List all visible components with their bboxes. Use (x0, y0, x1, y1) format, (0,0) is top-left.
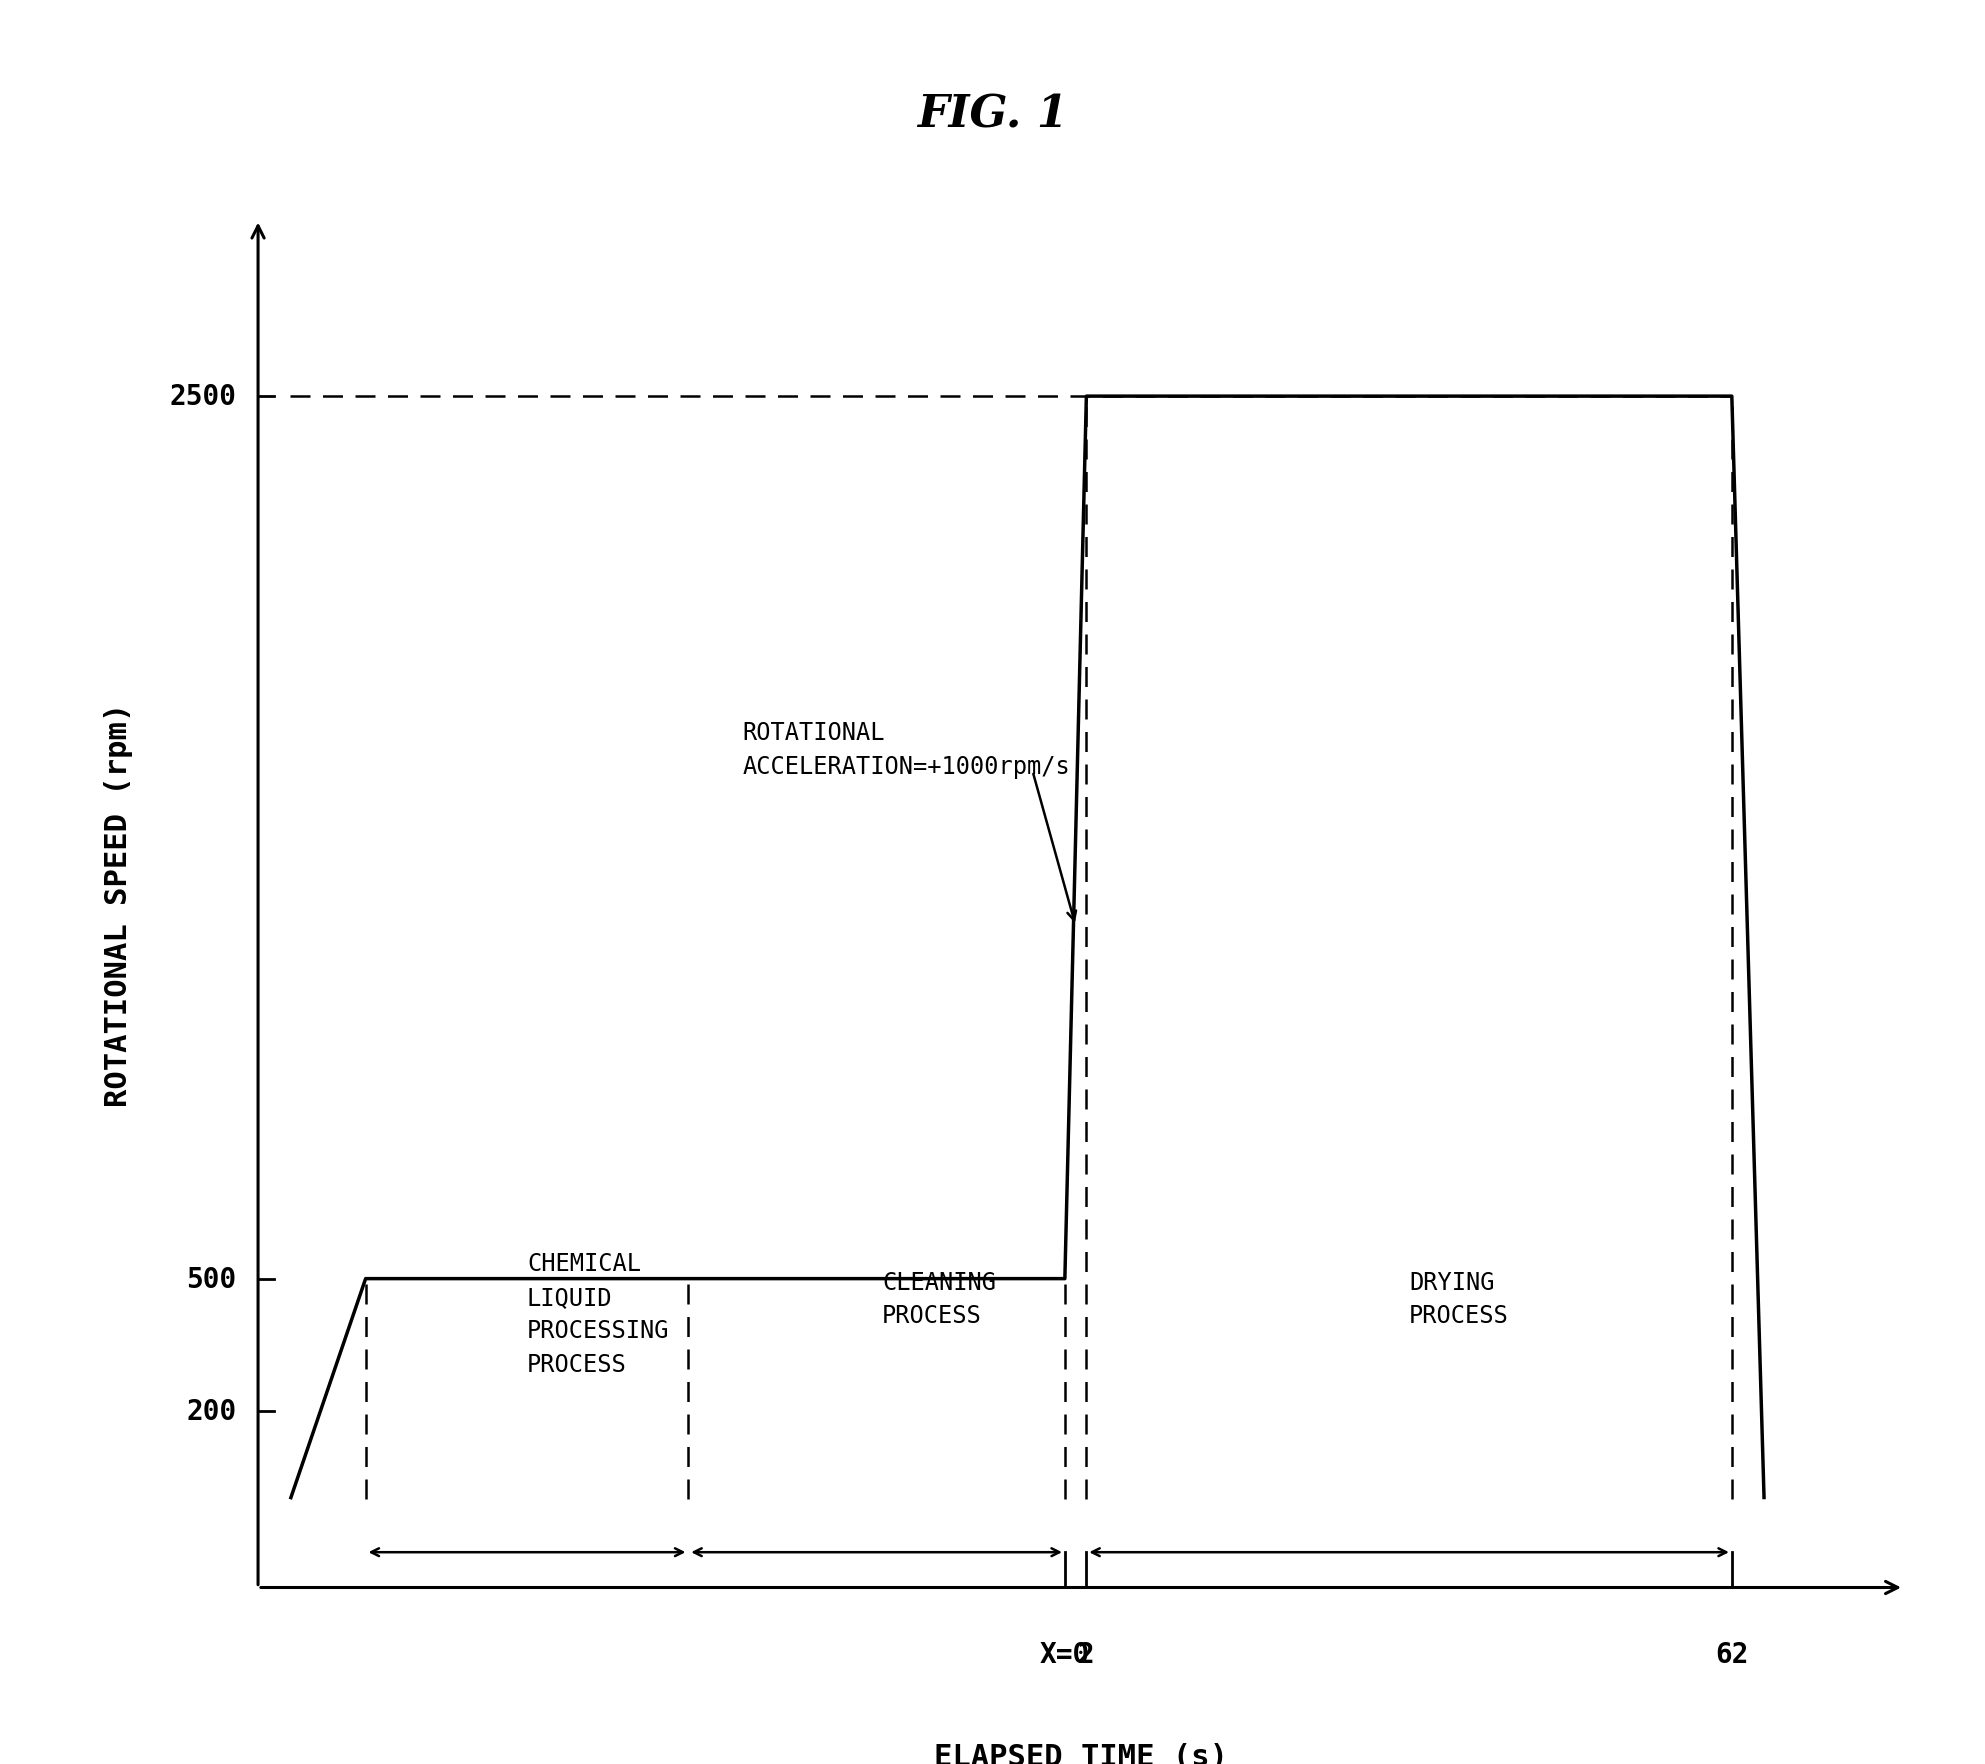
Text: ROTATIONAL
ACCELERATION=+1000rpm/s: ROTATIONAL ACCELERATION=+1000rpm/s (742, 721, 1070, 778)
Text: FIG. 1: FIG. 1 (917, 93, 1068, 136)
Text: ROTATIONAL SPEED (rpm): ROTATIONAL SPEED (rpm) (103, 702, 133, 1106)
Text: CLEANING
PROCESS: CLEANING PROCESS (881, 1270, 996, 1327)
Text: 62: 62 (1715, 1641, 1749, 1669)
Text: X=0: X=0 (1040, 1641, 1090, 1669)
Text: ELAPSED TIME (s): ELAPSED TIME (s) (935, 1743, 1229, 1764)
Text: 2: 2 (1078, 1641, 1096, 1669)
Text: CHEMICAL
LIQUID
PROCESSING
PROCESS: CHEMICAL LIQUID PROCESSING PROCESS (526, 1251, 669, 1376)
Text: 2500: 2500 (169, 383, 236, 411)
Text: 500: 500 (187, 1265, 236, 1293)
Text: DRYING
PROCESS: DRYING PROCESS (1409, 1270, 1509, 1327)
Text: 200: 200 (187, 1397, 236, 1425)
